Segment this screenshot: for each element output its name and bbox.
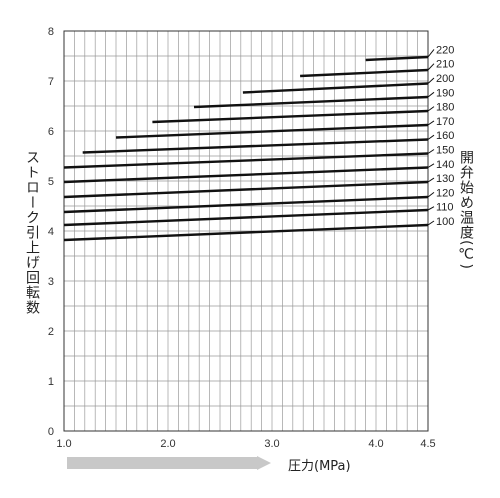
series-leader-220 xyxy=(427,49,435,58)
y-tick-label: 4 xyxy=(48,226,54,238)
series-leader-130 xyxy=(427,177,435,183)
series-label-210: 210 xyxy=(436,59,454,71)
series-label-170: 170 xyxy=(436,116,454,128)
series-line-140 xyxy=(63,166,429,184)
y-tick-labels: 0 1 2 3 4 5 6 7 8 xyxy=(48,26,54,438)
x-tick-label: 3.0 xyxy=(264,438,279,450)
series-label-130: 130 xyxy=(436,173,454,185)
x-axis-label: 圧力(MPa) xyxy=(288,459,351,474)
y-tick-label: 8 xyxy=(48,26,54,38)
series-leader-180 xyxy=(427,106,435,112)
y-tick-label: 7 xyxy=(48,76,54,88)
series-leader-200 xyxy=(427,77,435,84)
x-tick-labels: 1.0 2.0 3.0 4.0 4.5 xyxy=(56,438,435,450)
series-line-190 xyxy=(193,95,429,109)
chart: 0 1 2 3 4 5 6 7 8 1.0 2.0 3.0 4.0 4.5 100 110 120 130 14… xyxy=(48,26,454,450)
series-line-120 xyxy=(63,195,429,214)
series-line-100 xyxy=(63,223,429,242)
series-label-120: 120 xyxy=(436,187,454,199)
series-label-180: 180 xyxy=(436,102,454,114)
series-line-220 xyxy=(365,55,429,62)
series-label-110: 110 xyxy=(436,202,454,214)
series-label-220: 220 xyxy=(436,44,454,56)
series-line-130 xyxy=(63,180,429,199)
series-line-200 xyxy=(242,82,429,94)
y-tick-label: 3 xyxy=(48,276,54,288)
y-axis-label: ストローク引上げ回転数 xyxy=(24,150,40,315)
x-tick-label: 1.0 xyxy=(56,438,71,450)
series-label-150: 150 xyxy=(436,145,454,157)
y-tick-label: 6 xyxy=(48,126,54,138)
plot-frame xyxy=(63,30,429,432)
series-line-210 xyxy=(300,68,429,78)
series-leader-150 xyxy=(427,149,435,154)
series-leader-120 xyxy=(427,192,435,198)
series-leader-100 xyxy=(427,220,435,226)
series-line-160 xyxy=(82,138,429,154)
series-leader-140 xyxy=(427,163,435,168)
series-line-150 xyxy=(63,152,429,169)
series-line-170 xyxy=(115,123,429,139)
grid xyxy=(63,30,429,432)
series-leader-160 xyxy=(427,134,435,140)
series-label-140: 140 xyxy=(436,159,454,171)
series-label-100: 100 xyxy=(436,216,454,228)
y-tick-label: 2 xyxy=(48,326,54,338)
y-tick-label: 5 xyxy=(48,176,54,188)
series-label-160: 160 xyxy=(436,130,454,142)
series-labels: 100 110 120 130 140 150 160 170 180 190 200 210 220 xyxy=(427,44,454,228)
series-line-180 xyxy=(152,109,429,124)
x-tick-label: 2.0 xyxy=(160,438,175,450)
series-leader-190 xyxy=(427,91,435,98)
x-tick-label: 4.5 xyxy=(420,438,435,450)
y-tick-label: 0 xyxy=(48,426,54,438)
series-leader-110 xyxy=(427,206,435,211)
right-axis-label: 開弁始め温度(℃) xyxy=(458,150,474,270)
series-label-200: 200 xyxy=(436,73,454,85)
x-axis-arrow xyxy=(67,456,271,470)
series-leader-210 xyxy=(427,63,435,71)
y-tick-label: 1 xyxy=(48,376,54,388)
series-label-190: 190 xyxy=(436,87,454,99)
series-leader-170 xyxy=(427,120,435,126)
series-line-110 xyxy=(63,208,429,227)
x-tick-label: 4.0 xyxy=(368,438,383,450)
series-lines xyxy=(63,55,429,242)
